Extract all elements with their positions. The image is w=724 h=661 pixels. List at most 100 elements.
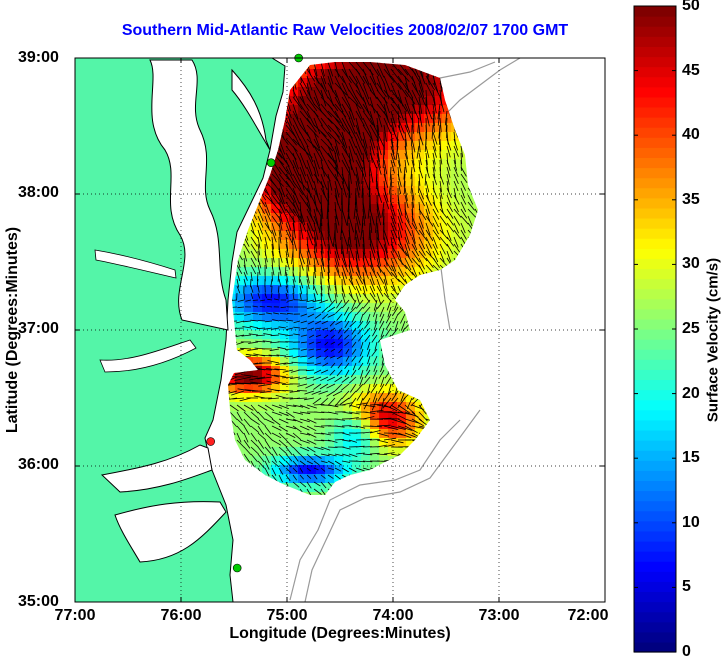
velocity-cell — [352, 420, 362, 430]
colorbar-segment — [634, 541, 676, 552]
velocity-cell — [280, 357, 290, 367]
velocity-cell — [316, 249, 326, 259]
velocity-cell — [334, 384, 344, 394]
velocity-cell — [334, 330, 344, 340]
velocity-cell — [262, 339, 272, 349]
velocity-cell — [289, 375, 299, 385]
colorbar — [634, 6, 676, 653]
velocity-cell — [262, 357, 272, 367]
velocity-cell — [343, 303, 353, 313]
colorbar-segment — [634, 147, 676, 158]
radar-station-marker — [233, 564, 241, 572]
velocity-cell — [370, 339, 380, 349]
velocity-cell — [289, 402, 299, 412]
colorbar-segment — [634, 67, 676, 78]
velocity-cell — [325, 348, 335, 358]
colorbar-tick-label: 15 — [682, 449, 700, 467]
velocity-cell — [325, 195, 335, 205]
velocity-cell — [253, 339, 263, 349]
velocity-cell — [298, 438, 308, 448]
colorbar-tick-label: 35 — [682, 191, 700, 209]
velocity-vector — [260, 307, 265, 308]
colorbar-segment — [634, 612, 676, 623]
colorbar-segment — [634, 480, 676, 491]
velocity-cell — [442, 231, 452, 241]
velocity-cell — [361, 393, 371, 403]
colorbar-segment — [634, 6, 676, 17]
velocity-cell — [352, 357, 362, 367]
velocity-cell — [352, 186, 362, 196]
velocity-cell — [325, 303, 335, 313]
velocity-cell — [262, 375, 272, 385]
velocity-cell — [343, 366, 353, 376]
velocity-cell — [280, 294, 290, 304]
velocity-cell — [334, 375, 344, 385]
velocity-cell — [442, 204, 452, 214]
x-tick-label: 73:00 — [479, 607, 520, 625]
colorbar-segment — [634, 521, 676, 532]
x-tick-label: 74:00 — [373, 607, 414, 625]
velocity-cell — [271, 366, 281, 376]
velocity-cell — [370, 420, 380, 430]
velocity-vector — [279, 321, 286, 322]
radar-station-marker — [207, 438, 215, 446]
velocity-cell — [316, 132, 326, 142]
y-tick-label: 39:00 — [18, 49, 59, 67]
velocity-cell — [343, 195, 353, 205]
velocity-cell — [307, 456, 317, 466]
velocity-cell — [352, 339, 362, 349]
velocity-cell — [307, 123, 317, 133]
colorbar-segment — [634, 188, 676, 199]
colorbar-segment — [634, 157, 676, 168]
colorbar-segment — [634, 349, 676, 360]
colorbar-segment — [634, 591, 676, 602]
colorbar-segment — [634, 97, 676, 108]
colorbar-segment — [634, 168, 676, 179]
x-axis-label: Longitude (Degrees:Minutes) — [75, 625, 605, 643]
velocity-cell — [361, 132, 371, 142]
colorbar-segment — [634, 289, 676, 300]
velocity-cell — [289, 249, 299, 259]
velocity-cell — [298, 204, 308, 214]
colorbar-segment — [634, 268, 676, 279]
velocity-cell — [271, 384, 281, 394]
colorbar-segment — [634, 430, 676, 441]
colorbar-segment — [634, 571, 676, 582]
velocity-cell — [379, 240, 389, 250]
velocity-cell — [325, 420, 335, 430]
colorbar-segment — [634, 632, 676, 643]
velocity-cell — [262, 249, 272, 259]
colorbar-segment — [634, 339, 676, 350]
velocity-cell — [325, 222, 335, 232]
velocity-cell — [352, 429, 362, 439]
velocity-cell — [280, 474, 290, 484]
velocity-cell — [361, 429, 371, 439]
x-tick-label: 75:00 — [267, 607, 308, 625]
velocity-cell — [271, 339, 281, 349]
velocity-cell — [235, 330, 245, 340]
colorbar-tick-label: 10 — [682, 514, 700, 532]
velocity-cell — [325, 123, 335, 133]
velocity-cell — [325, 204, 335, 214]
colorbar-segment — [634, 622, 676, 633]
velocity-cell — [424, 204, 434, 214]
colorbar-segment — [634, 127, 676, 138]
velocity-cell — [334, 141, 344, 151]
colorbar-segment — [634, 369, 676, 380]
velocity-cell — [316, 402, 326, 412]
velocity-cell — [244, 321, 254, 331]
velocity-cell — [343, 168, 353, 178]
velocity-cell — [298, 375, 308, 385]
x-tick-label: 72:00 — [568, 607, 609, 625]
velocity-cell — [316, 438, 326, 448]
velocity-vector — [285, 349, 293, 350]
velocity-cell — [298, 465, 308, 475]
colorbar-segment — [634, 117, 676, 128]
velocity-cell — [406, 114, 416, 124]
velocity-cell — [289, 303, 299, 313]
velocity-cell — [343, 204, 353, 214]
velocity-cell — [424, 105, 434, 115]
colorbar-segment — [634, 551, 676, 562]
velocity-cell — [334, 429, 344, 439]
